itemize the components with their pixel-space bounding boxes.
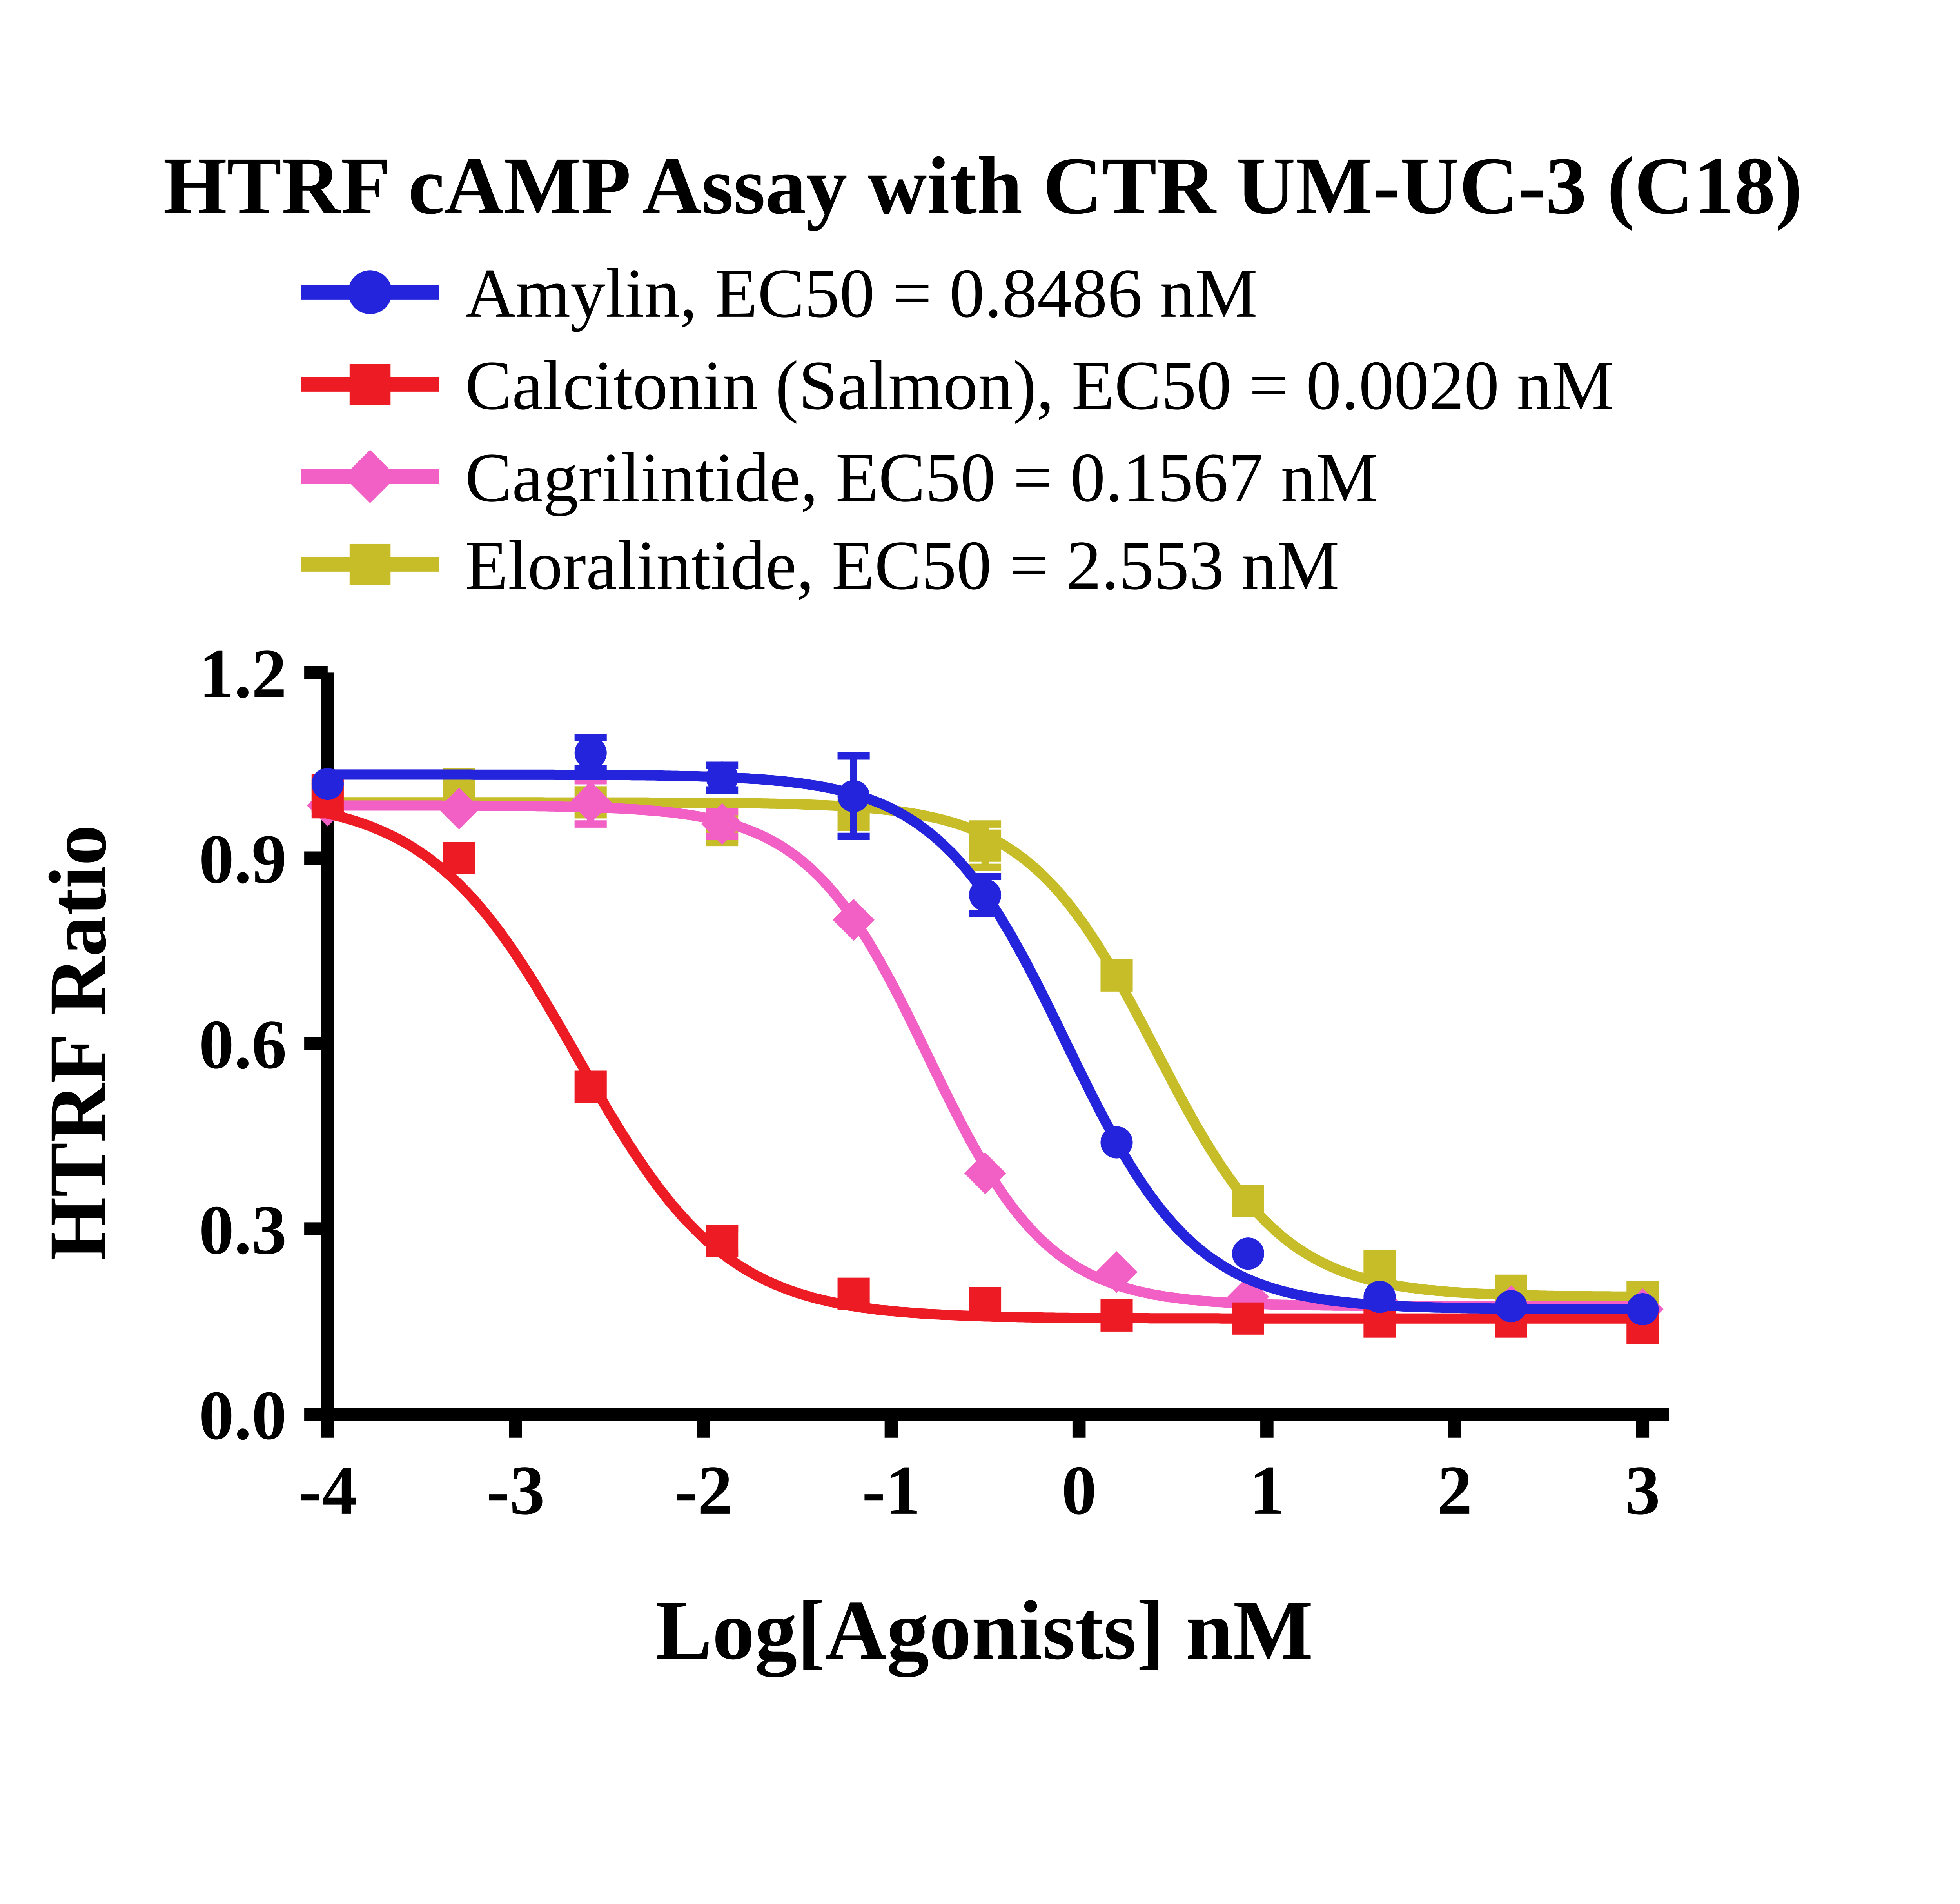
x-tick-label: -1 [862, 1451, 920, 1529]
marker-cagrilintide [833, 899, 875, 941]
marker-eloralintide [1232, 1185, 1264, 1217]
y-tick-label: 0.6 [199, 1005, 287, 1083]
marker-eloralintide [1100, 959, 1133, 992]
x-tick-label: -4 [298, 1451, 357, 1529]
legend-label-eloralintide: Eloralintide, EC50 = 2.553 nM [465, 526, 1339, 604]
y-tick-label: 0.0 [199, 1376, 287, 1454]
marker-eloralintide [349, 543, 391, 585]
marker-eloralintide [1363, 1250, 1396, 1282]
marker-calcitonin [349, 364, 391, 405]
marker-calcitonin [1100, 1299, 1133, 1332]
y-tick-label: 1.2 [199, 634, 287, 712]
marker-calcitonin [574, 1070, 607, 1103]
legend-item-cagrilintide: Cagrilintide, EC50 = 0.1567 nM [301, 438, 1379, 516]
marker-amylin [1626, 1293, 1659, 1326]
marker-calcitonin [706, 1225, 739, 1257]
legend-label-amylin: Amylin, EC50 = 0.8486 nM [465, 254, 1258, 332]
marker-amylin [969, 879, 1002, 911]
marker-amylin [311, 768, 344, 800]
legend-item-eloralintide: Eloralintide, EC50 = 2.553 nM [301, 526, 1339, 604]
x-tick-label: -3 [486, 1451, 544, 1529]
legend: Amylin, EC50 = 0.8486 nM Calcitonin (Salm… [301, 254, 1614, 604]
x-tick-label: -2 [674, 1451, 733, 1529]
marker-cagrilintide [343, 450, 397, 503]
x-tick-label: 0 [1062, 1451, 1097, 1529]
marker-eloralintide [969, 829, 1002, 862]
legend-label-cagrilintide: Cagrilintide, EC50 = 0.1567 nM [465, 438, 1379, 516]
marker-amylin [1495, 1290, 1527, 1323]
y-axis-title: HTRF Ratio [33, 825, 123, 1261]
x-tick-label: 2 [1437, 1451, 1472, 1529]
marker-calcitonin [969, 1287, 1002, 1319]
marker-amylin [348, 270, 392, 314]
plot-area: 0.0 0.3 0.6 0.9 1.2 -4 -3 -2 -1 0 1 2 3 [199, 634, 1669, 1529]
marker-calcitonin [443, 842, 475, 874]
marker-amylin [1100, 1126, 1133, 1159]
legend-item-amylin: Amylin, EC50 = 0.8486 nM [301, 254, 1258, 332]
marker-amylin [837, 780, 870, 812]
legend-item-calcitonin: Calcitonin (Salmon), EC50 = 0.0020 nM [301, 346, 1614, 424]
marker-amylin [574, 737, 607, 769]
marker-amylin [1232, 1237, 1264, 1270]
marker-calcitonin [1232, 1302, 1264, 1335]
y-tick-label: 0.3 [199, 1191, 287, 1269]
x-tick-label: 3 [1625, 1451, 1661, 1529]
marker-cagrilintide [964, 1152, 1006, 1194]
x-axis-title: Log[Agonists] nM [656, 1583, 1313, 1677]
y-tick-label: 0.9 [199, 820, 287, 898]
marker-amylin [1363, 1281, 1396, 1313]
marker-calcitonin [837, 1277, 870, 1310]
x-tick-label: 1 [1249, 1451, 1285, 1529]
marker-amylin [706, 761, 739, 794]
marker-cagrilintide [570, 781, 612, 823]
chart-title: HTRF cAMP Assay with CTR UM-UC-3 (C18) [163, 141, 1802, 231]
legend-label-calcitonin: Calcitonin (Salmon), EC50 = 0.0020 nM [465, 346, 1615, 424]
